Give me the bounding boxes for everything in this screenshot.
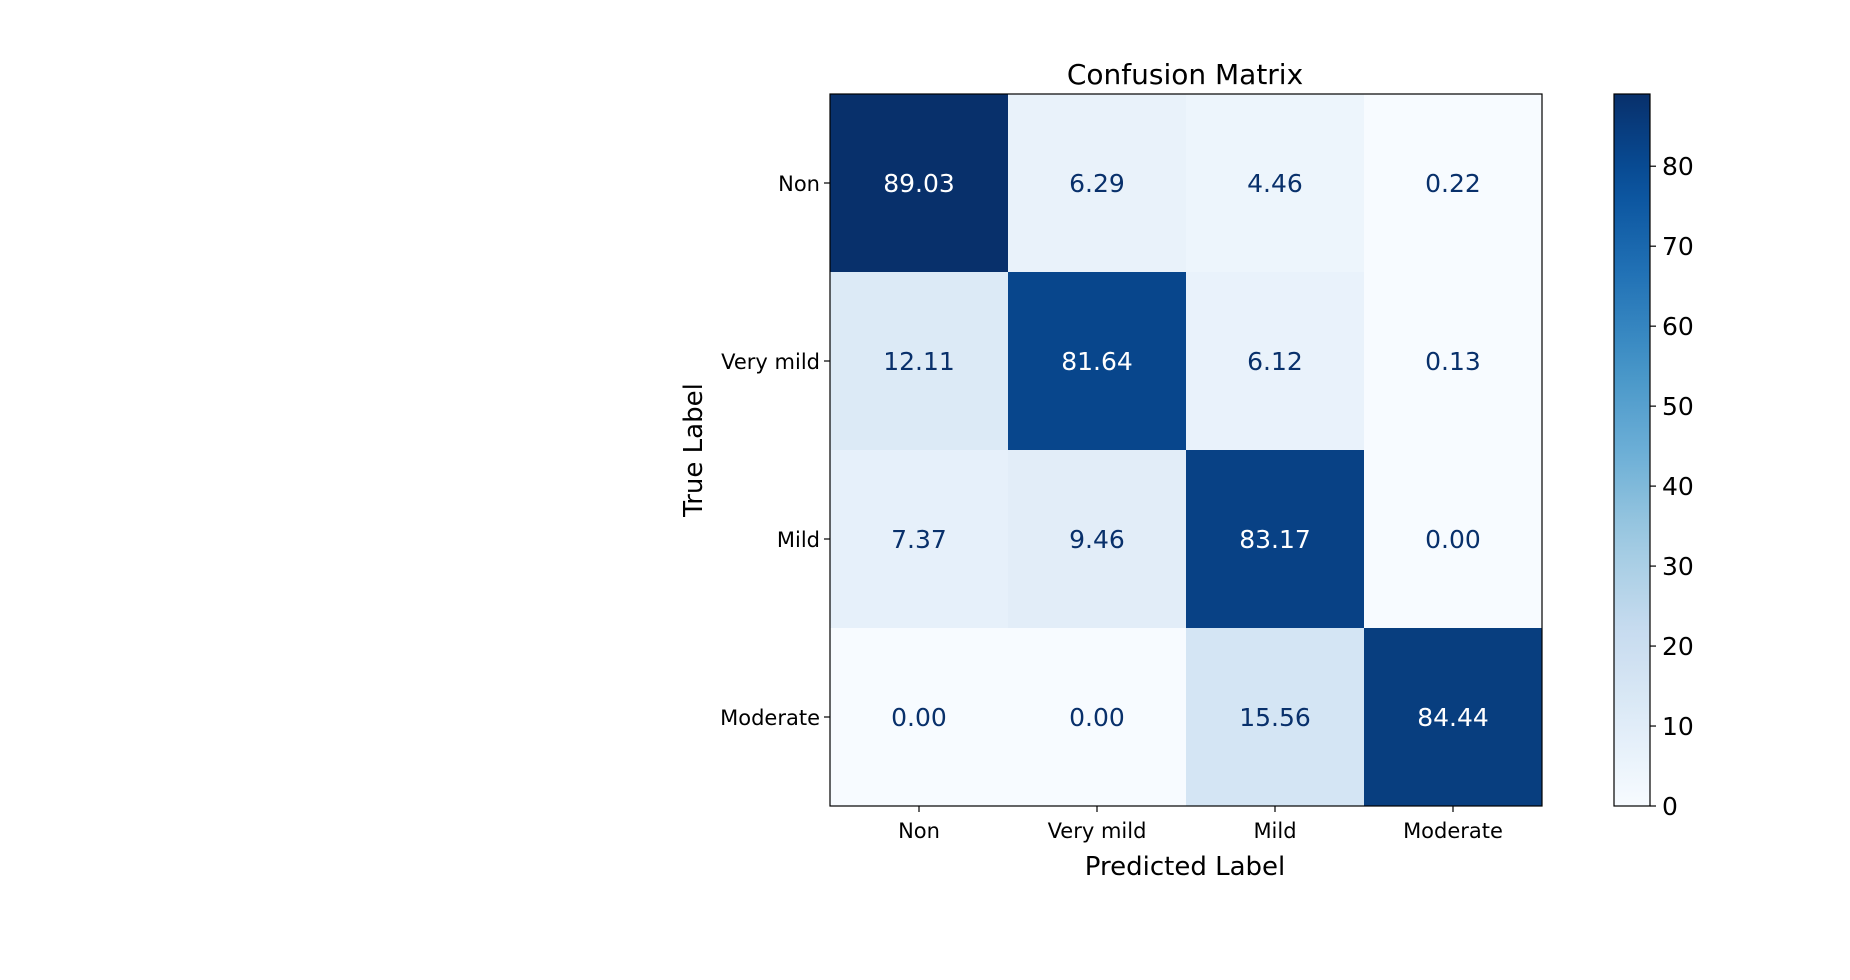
cell-value-label: 6.29 <box>1069 169 1125 198</box>
cell-value-label: 0.13 <box>1425 347 1481 376</box>
plot-frame <box>829 93 1543 807</box>
cell-value-label: 83.17 <box>1239 525 1311 554</box>
heatmap-cell-moderate-non <box>830 628 1008 806</box>
colorbar-tick-label: 70 <box>1662 232 1694 261</box>
colorbar-ticks: 0 10 20 30 40 50 60 70 80 <box>1650 152 1694 821</box>
colorbar-tick-label: 50 <box>1662 392 1694 421</box>
colorbar-tick-label: 10 <box>1662 712 1694 741</box>
heatmap-cell-labels: 89.03 6.29 4.46 0.22 12.11 81.64 6.12 0.13 7.37 9… <box>883 169 1489 732</box>
colorbar-tick-label: 20 <box>1662 632 1694 661</box>
y-axis-ticks: Non Very mild Mild Moderate <box>720 172 830 730</box>
heatmap-cell-very-mild-mild <box>1186 272 1364 450</box>
heatmap-cell-mild-moderate <box>1364 450 1542 628</box>
heatmap-cell-non-very-mild <box>1008 94 1186 272</box>
cell-value-label: 12.11 <box>883 347 955 376</box>
cell-value-label: 81.64 <box>1061 347 1133 376</box>
x-tick-label: Very mild <box>1048 819 1147 843</box>
y-axis-label: True Label <box>679 383 709 518</box>
heatmap-cell-moderate-very-mild <box>1008 628 1186 806</box>
cell-value-label: 84.44 <box>1417 703 1489 732</box>
chart-title: Confusion Matrix <box>1067 58 1303 91</box>
cell-value-label: 0.22 <box>1425 169 1481 198</box>
cell-value-label: 89.03 <box>883 169 955 198</box>
y-tick-label: Very mild <box>721 350 820 374</box>
y-tick-label: Non <box>778 172 820 196</box>
cell-value-label: 15.56 <box>1239 703 1311 732</box>
colorbar-tick-label: 40 <box>1662 472 1694 501</box>
cell-value-label: 0.00 <box>1425 525 1481 554</box>
y-tick-label: Mild <box>777 528 820 552</box>
x-axis-ticks: Non Very mild Mild Moderate <box>898 806 1503 843</box>
heatmap-cell-very-mild-moderate <box>1364 272 1542 450</box>
cell-value-label: 6.12 <box>1247 347 1303 376</box>
x-tick-label: Mild <box>1253 819 1296 843</box>
heatmap-cell-moderate-mild <box>1186 628 1364 806</box>
x-tick-label: Non <box>898 819 940 843</box>
heatmap-cell-non-mild <box>1186 94 1364 272</box>
heatmap-cells <box>830 94 1542 806</box>
cell-value-label: 9.46 <box>1069 525 1125 554</box>
colorbar-tick-label: 80 <box>1662 152 1694 181</box>
heatmap-cell-mild-mild <box>1186 450 1364 628</box>
cell-value-label: 7.37 <box>891 525 947 554</box>
x-axis-label: Predicted Label <box>1085 852 1285 882</box>
cell-value-label: 0.00 <box>891 703 947 732</box>
heatmap-cell-non-non <box>830 94 1008 272</box>
colorbar-tick-label: 0 <box>1662 792 1678 821</box>
cell-value-label: 0.00 <box>1069 703 1125 732</box>
colorbar-frame <box>1613 93 1651 807</box>
heatmap-cell-mild-non <box>830 450 1008 628</box>
cell-value-label: 4.46 <box>1247 169 1303 198</box>
heatmap-cell-very-mild-non <box>830 272 1008 450</box>
heatmap-cell-mild-very-mild <box>1008 450 1186 628</box>
x-tick-label: Moderate <box>1403 819 1503 843</box>
heatmap-cell-moderate-moderate <box>1364 628 1542 806</box>
heatmap-cell-very-mild-very-mild <box>1008 272 1186 450</box>
colorbar-tick-label: 30 <box>1662 552 1694 581</box>
colorbar-tick-label: 60 <box>1662 312 1694 341</box>
colorbar-gradient <box>1614 94 1650 806</box>
y-tick-label: Moderate <box>720 706 820 730</box>
heatmap-cell-non-moderate <box>1364 94 1542 272</box>
colorbar: 0 10 20 30 40 50 60 70 80 <box>1613 93 1694 821</box>
